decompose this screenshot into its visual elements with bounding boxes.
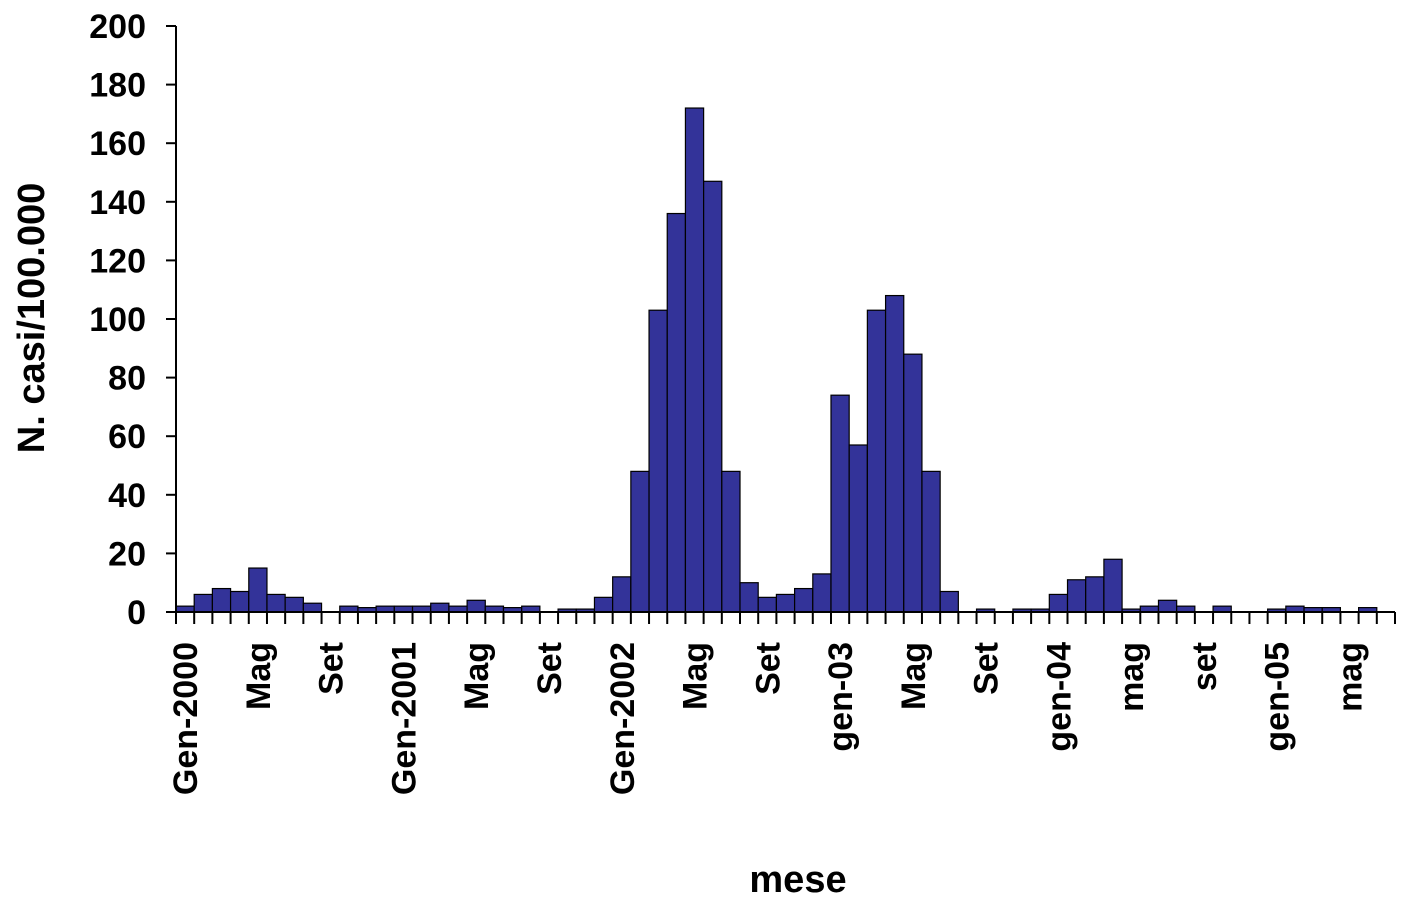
- y-tick-label: 140: [89, 184, 146, 222]
- y-tick-label: 60: [108, 418, 146, 456]
- bar-2003-03: [866, 309, 887, 613]
- bar-2003-05: [903, 353, 923, 613]
- x-tick-label: mag: [1113, 642, 1151, 712]
- x-tick-label: gen-05: [1259, 642, 1297, 752]
- x-tick-label: Mag: [677, 642, 715, 710]
- bar-2000-04: [229, 590, 250, 613]
- bar-2002-10: [775, 593, 796, 613]
- bar-2002-04: [666, 212, 687, 613]
- x-tick-label: mag: [1332, 642, 1370, 712]
- bar-2004-04: [1103, 558, 1123, 613]
- bar-2000-02: [193, 593, 213, 613]
- y-tick-label: 80: [108, 360, 146, 398]
- x-tick-label: Mag: [458, 642, 496, 710]
- y-tick-label: 180: [89, 67, 146, 105]
- bar-2002-12: [812, 573, 832, 613]
- bar-2000-05: [248, 567, 268, 613]
- y-tick-label: 160: [89, 125, 146, 163]
- bar-2002-08: [739, 582, 759, 613]
- bar-2002-05: [684, 107, 705, 613]
- bar-2003-06: [921, 470, 941, 613]
- x-tick-label: Mag: [895, 642, 933, 710]
- x-tick-label: Set: [749, 642, 787, 695]
- bar-2002-01: [612, 576, 632, 613]
- x-axis-title: mese: [749, 859, 846, 898]
- x-tick-label: Gen-2002: [604, 642, 642, 795]
- x-axis-ticks: Gen-2000 Mag Set Gen-2001 Mag Set Gen-2002 Mag S…: [167, 612, 1396, 795]
- bar-2002-03: [648, 309, 668, 613]
- bar-2002-09: [757, 596, 778, 613]
- bar-2004-07: [1157, 599, 1178, 613]
- bar-2002-02: [630, 470, 650, 613]
- x-tick-label: Gen-2000: [167, 642, 205, 795]
- y-tick-label: 40: [108, 477, 146, 515]
- bar-2000-03: [211, 587, 232, 613]
- x-tick-label: set: [1186, 642, 1224, 691]
- y-tick-label: 120: [89, 242, 146, 280]
- x-tick-label: Mag: [240, 642, 278, 710]
- bar-2004-01: [1048, 593, 1069, 613]
- bar-2001-05: [466, 599, 486, 613]
- y-tick-label: 0: [127, 594, 146, 632]
- bar-2003-02: [848, 444, 868, 613]
- bar-2000-08: [302, 602, 323, 613]
- bar-2003-07: [939, 590, 959, 613]
- y-tick-label: 100: [89, 301, 146, 339]
- bar-2002-06: [703, 180, 723, 613]
- bar-2001-12: [593, 596, 614, 613]
- x-tick-label: Gen-2001: [385, 642, 423, 795]
- bar-2000-07: [284, 596, 304, 613]
- bar-2002-11: [793, 587, 814, 613]
- bars-group: [175, 107, 1378, 613]
- y-axis-title: N. casi/100.000: [11, 183, 53, 453]
- bar-2003-04: [884, 294, 905, 613]
- y-tick-label: 20: [108, 535, 146, 573]
- x-tick-label: Set: [968, 642, 1006, 695]
- bar-2004-02: [1066, 579, 1087, 613]
- x-tick-label: Set: [531, 642, 569, 695]
- bar-2002-07: [721, 470, 741, 613]
- y-axis-ticks: 0 20 40 60 80 100 120 140 160 180 200: [89, 8, 176, 632]
- x-tick-label: gen-03: [822, 642, 860, 752]
- x-tick-label: Set: [313, 642, 351, 695]
- bar-2003-01: [830, 394, 850, 613]
- bar-2000-06: [266, 593, 286, 613]
- bar-2001-03: [430, 602, 450, 613]
- x-tick-label: gen-04: [1040, 642, 1078, 752]
- y-tick-label: 200: [89, 8, 146, 46]
- bar-2004-03: [1085, 576, 1105, 613]
